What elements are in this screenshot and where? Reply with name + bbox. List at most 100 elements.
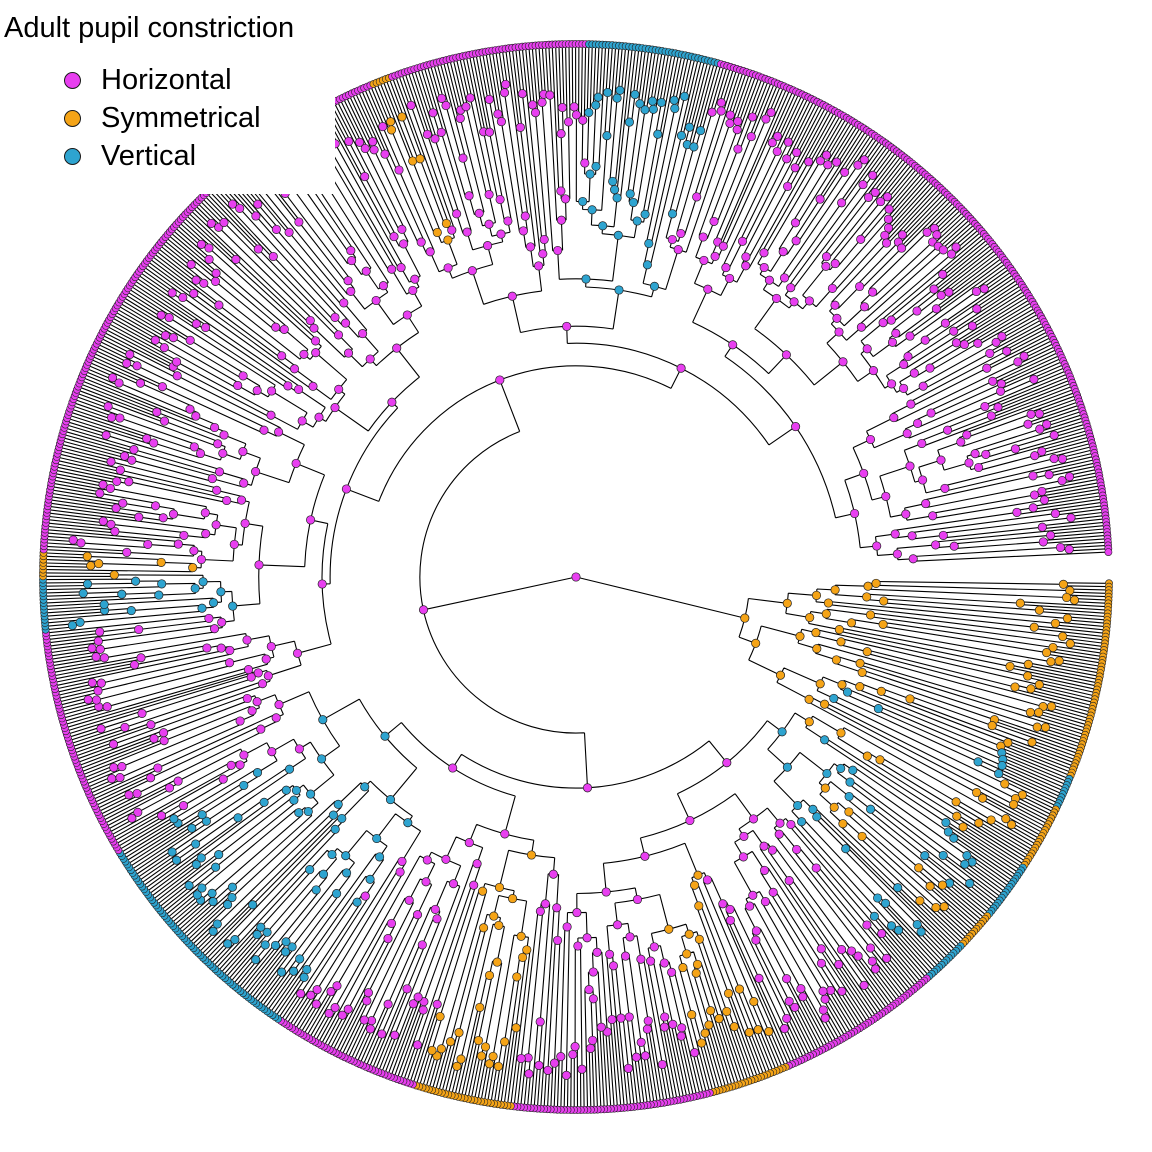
node-marker <box>247 706 257 716</box>
node-marker <box>294 384 304 394</box>
node-marker <box>262 927 272 937</box>
node-marker <box>643 1016 653 1026</box>
node-marker <box>112 476 122 486</box>
node-marker <box>816 944 826 954</box>
node-marker <box>126 606 136 616</box>
node-marker <box>212 919 222 929</box>
node-marker <box>871 578 881 588</box>
node-marker <box>859 155 869 165</box>
node-marker <box>1028 503 1038 513</box>
node-marker <box>1023 659 1033 669</box>
node-marker <box>346 286 356 296</box>
node-marker <box>805 612 815 623</box>
node-marker <box>863 581 873 591</box>
node-marker <box>1034 707 1044 718</box>
node-marker <box>571 572 581 582</box>
node-marker <box>484 127 495 137</box>
node-marker <box>979 284 989 294</box>
node-marker <box>327 849 337 860</box>
node-marker <box>710 251 720 261</box>
node-marker <box>775 670 786 680</box>
node-marker <box>291 458 301 468</box>
node-marker <box>991 337 1001 347</box>
node-marker <box>1015 598 1025 608</box>
node-marker <box>613 230 623 240</box>
node-marker <box>136 653 146 663</box>
node-marker <box>452 209 462 219</box>
node-marker <box>496 117 506 127</box>
node-marker <box>124 477 134 487</box>
node-marker <box>277 351 287 361</box>
node-marker <box>91 652 101 662</box>
node-marker <box>585 169 595 179</box>
node-marker <box>767 138 777 148</box>
node-marker <box>310 336 321 346</box>
node-marker <box>725 110 735 120</box>
node-marker <box>1062 613 1073 623</box>
node-marker <box>697 1038 707 1048</box>
node-marker <box>591 161 601 171</box>
node-marker <box>495 194 505 205</box>
node-marker <box>973 338 983 348</box>
node-marker <box>208 926 218 936</box>
node-marker <box>862 592 872 602</box>
node-marker <box>912 306 922 316</box>
node-marker <box>605 949 615 959</box>
node-marker <box>251 211 261 221</box>
node-marker <box>986 411 996 421</box>
node-marker <box>944 287 954 297</box>
node-marker <box>464 838 474 848</box>
node-marker <box>94 559 104 569</box>
node-marker <box>178 801 189 811</box>
node-marker <box>751 638 761 648</box>
node-marker <box>95 488 105 498</box>
node-marker <box>160 330 170 341</box>
node-marker <box>766 107 776 118</box>
node-marker <box>865 610 876 620</box>
node-marker <box>853 160 863 170</box>
node-marker <box>164 783 175 793</box>
node-marker <box>402 984 412 994</box>
node-marker <box>452 1061 462 1071</box>
node-marker <box>330 824 340 834</box>
node-marker <box>690 880 700 890</box>
node-marker <box>186 259 196 270</box>
node-marker <box>115 465 125 475</box>
node-marker <box>578 115 588 125</box>
node-marker <box>939 902 949 912</box>
node-marker <box>326 987 336 997</box>
node-marker <box>834 327 844 337</box>
node-marker <box>859 980 869 990</box>
tip-state-markers <box>39 40 1113 1114</box>
node-marker <box>556 215 566 225</box>
node-marker <box>553 245 563 256</box>
node-marker <box>317 754 327 764</box>
node-marker <box>360 143 370 154</box>
node-marker <box>292 648 303 658</box>
node-marker <box>841 844 851 854</box>
node-marker <box>337 813 347 824</box>
node-marker <box>640 209 650 219</box>
node-marker <box>500 1037 510 1047</box>
node-marker <box>385 795 396 805</box>
node-marker <box>815 156 825 166</box>
legend-label-symmetrical: Symmetrical <box>101 101 261 134</box>
node-marker <box>172 371 182 381</box>
node-marker <box>812 812 822 822</box>
node-marker <box>741 252 751 262</box>
node-marker <box>636 1037 646 1047</box>
node-marker <box>820 994 830 1004</box>
node-marker <box>352 897 362 907</box>
node-marker <box>252 385 262 396</box>
node-marker <box>289 966 299 976</box>
node-marker <box>1050 509 1060 519</box>
node-marker <box>1009 799 1019 810</box>
node-marker <box>380 731 390 741</box>
node-marker <box>1029 374 1039 384</box>
node-marker <box>143 539 153 549</box>
node-marker <box>1044 470 1054 480</box>
node-marker <box>886 315 896 325</box>
node-marker <box>418 1005 428 1015</box>
node-marker <box>1026 684 1036 694</box>
node-marker <box>191 411 201 421</box>
